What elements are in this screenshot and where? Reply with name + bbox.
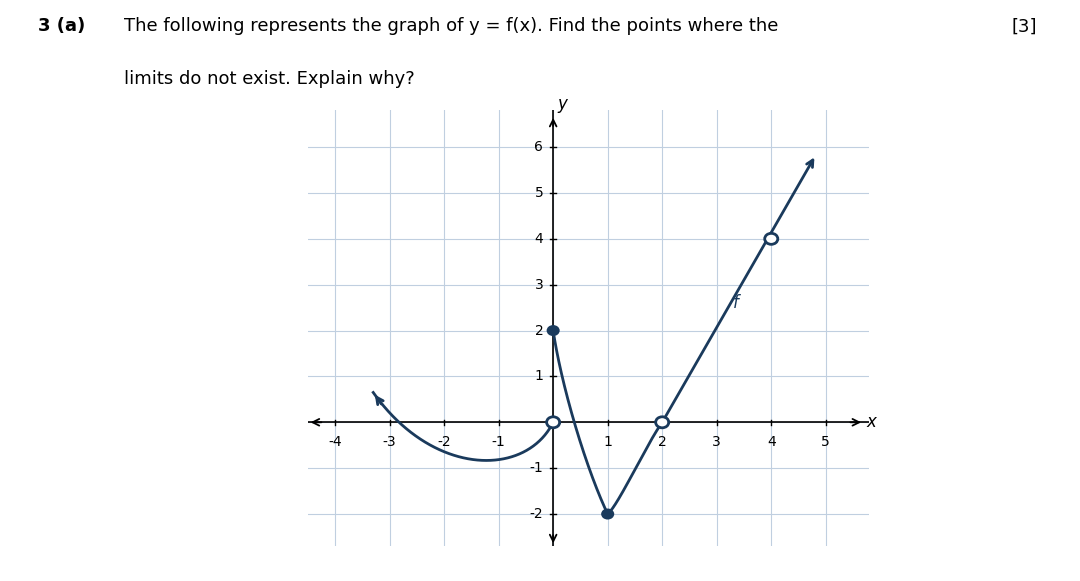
Circle shape [657, 418, 667, 427]
Text: x: x [866, 413, 877, 431]
Text: 1: 1 [535, 370, 543, 383]
Circle shape [548, 418, 558, 427]
Text: 2: 2 [658, 435, 666, 449]
Text: 6: 6 [535, 140, 543, 154]
Text: [3]: [3] [1011, 17, 1037, 35]
Text: f: f [733, 293, 739, 311]
Text: -2: -2 [437, 435, 451, 449]
Circle shape [546, 325, 559, 336]
Text: 1: 1 [604, 435, 612, 449]
Text: 3 (a): 3 (a) [38, 17, 85, 35]
Text: y: y [557, 95, 567, 113]
Text: 3: 3 [535, 278, 543, 292]
Text: 2: 2 [535, 324, 543, 338]
Text: -2: -2 [529, 507, 543, 521]
Text: 5: 5 [535, 186, 543, 200]
Text: -4: -4 [328, 435, 342, 449]
Text: 4: 4 [767, 435, 775, 449]
Text: 4: 4 [535, 232, 543, 246]
Text: -1: -1 [491, 435, 505, 449]
Text: 3: 3 [713, 435, 721, 449]
Text: limits do not exist. Explain why?: limits do not exist. Explain why? [124, 70, 415, 88]
Circle shape [602, 508, 615, 519]
Text: The following represents the graph of y = f(x). Find the points where the: The following represents the graph of y … [124, 17, 779, 35]
Text: -1: -1 [529, 461, 543, 475]
Text: -3: -3 [382, 435, 396, 449]
Circle shape [766, 234, 777, 243]
Text: 5: 5 [822, 435, 831, 449]
